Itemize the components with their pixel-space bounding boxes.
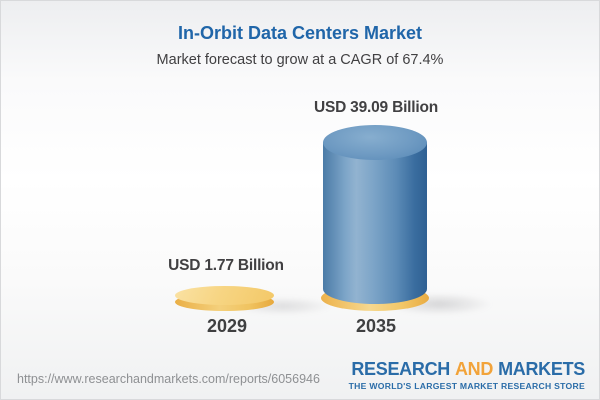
logo-wordmark: RESEARCH AND MARKETS	[349, 359, 585, 380]
bar-2035-body	[323, 142, 427, 304]
page-subtitle: Market forecast to grow at a CAGR of 67.…	[156, 52, 444, 68]
bar-2035-cylinder	[321, 125, 493, 315]
bar-2035-top-ellipse	[323, 125, 427, 160]
logo-tagline: THE WORLD'S LARGEST MARKET RESEARCH STOR…	[348, 381, 585, 391]
logo-word-research: RESEARCH	[351, 359, 450, 380]
category-label-2035: 2035	[355, 316, 397, 336]
bar-2029-disc	[175, 286, 333, 315]
value-label-2029: USD 1.77 Billion	[168, 257, 284, 274]
research-and-markets-logo: RESEARCH AND MARKETS THE WORLD'S LARGEST M…	[348, 359, 586, 391]
value-label-2035: USD 39.09 Billion	[313, 99, 439, 116]
page-title: In-Orbit Data Centers Market	[177, 23, 423, 43]
report-url: https://www.researchandmarkets.com/repor…	[17, 372, 320, 386]
bar-2029-top-ellipse	[175, 286, 274, 305]
logo-word-and: AND	[454, 359, 494, 380]
logo-word-markets: MARKETS	[498, 359, 585, 380]
category-label-2029: 2029	[206, 316, 248, 336]
